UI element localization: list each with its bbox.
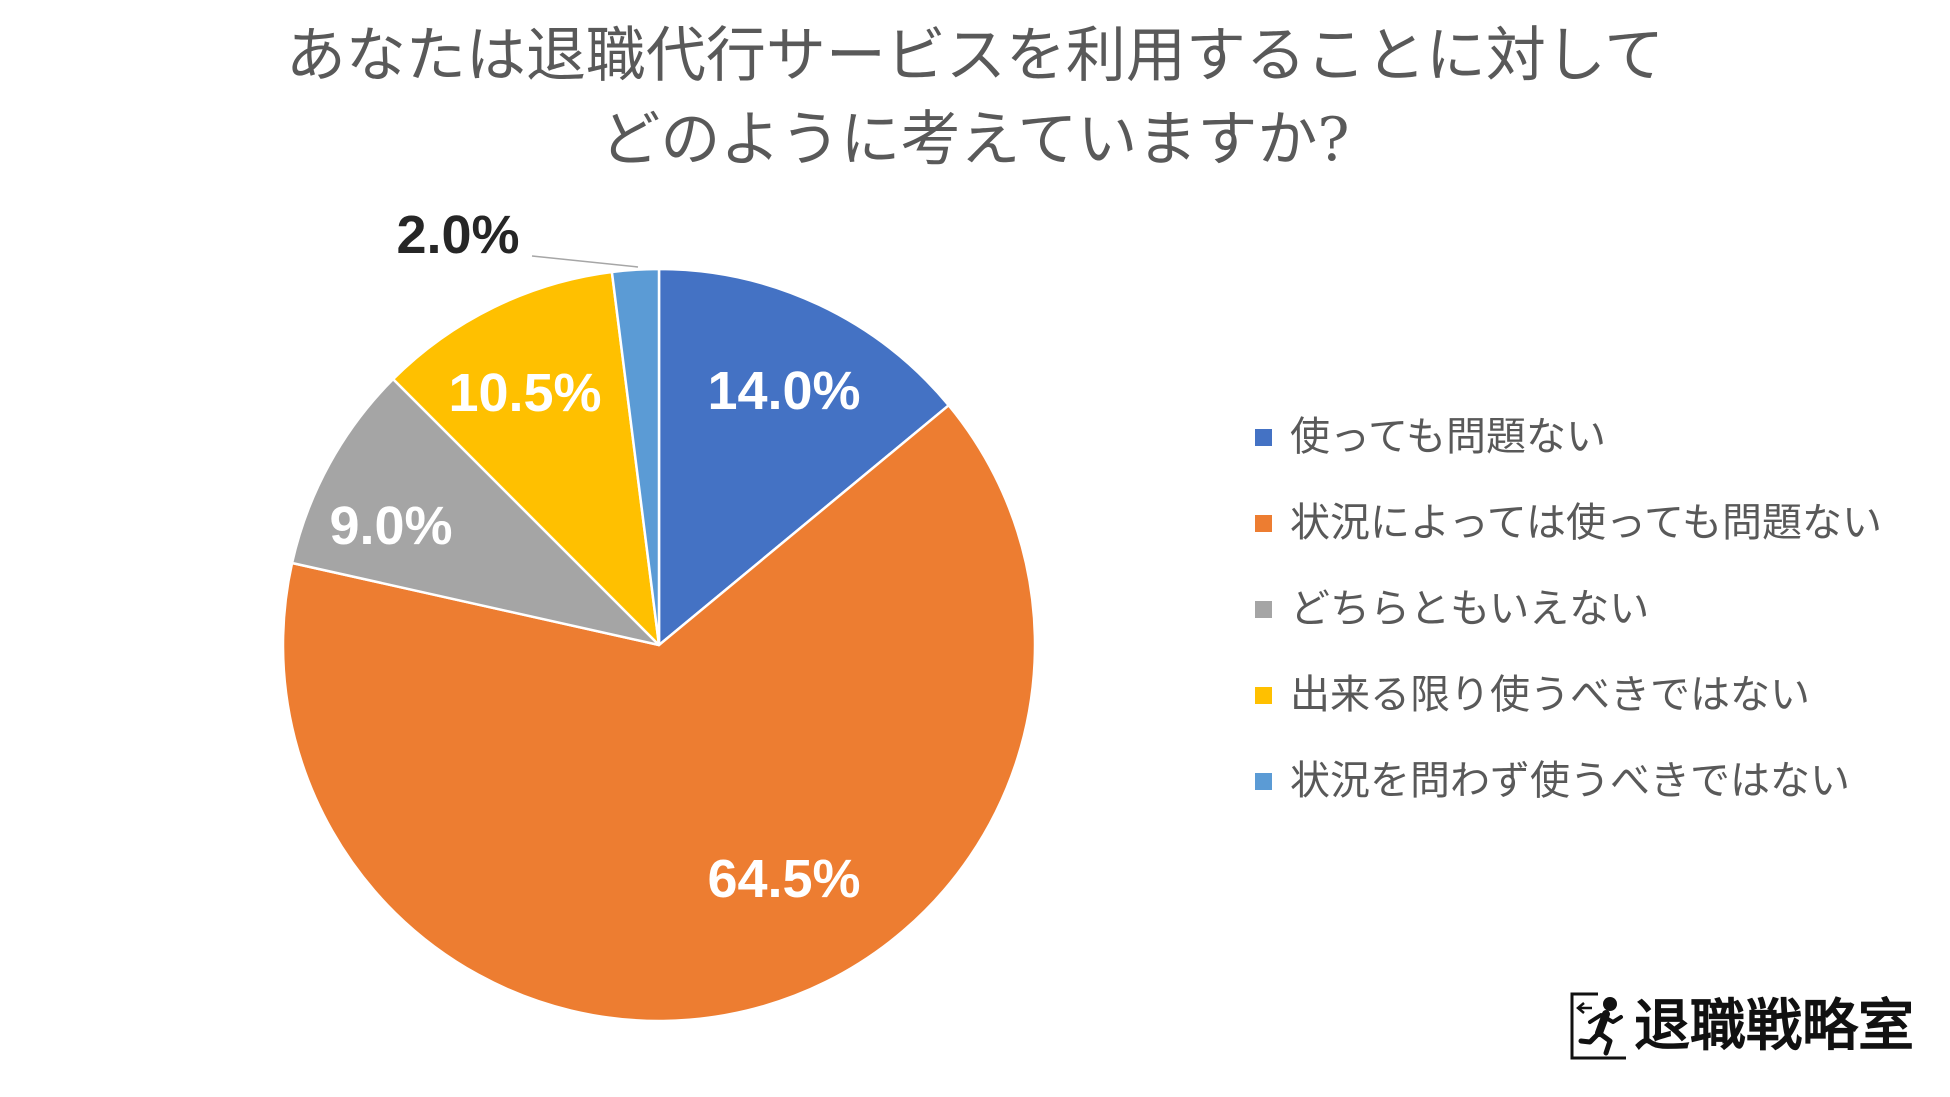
- leader-line: [531, 255, 639, 268]
- legend-item-4: 出来る限り使うべきではない: [1255, 670, 1882, 720]
- data-label-4: 10.5%: [448, 363, 601, 423]
- legend-swatch: [1255, 686, 1272, 704]
- legend-item-2: 状況によっては使っても問題ない: [1255, 498, 1882, 548]
- legend-label: 使っても問題ない: [1290, 414, 1606, 460]
- pie-slice-4: [391, 270, 661, 647]
- legend-label: 出来る限り使うべきではない: [1290, 672, 1810, 718]
- pie-slice-1: [657, 267, 950, 647]
- legend-label: どちらともいえない: [1290, 586, 1650, 632]
- data-label-2: 64.5%: [707, 849, 860, 909]
- pie-slice-5: [610, 267, 661, 647]
- pie-slices: [281, 267, 1037, 1023]
- data-label-1: 14.0%: [707, 361, 860, 421]
- legend-swatch: [1255, 772, 1272, 790]
- pie-slice-2: [281, 404, 1037, 1023]
- chart-title-line-2: どのように考えていますか?: [600, 105, 1350, 175]
- legend-item-5: 状況を問わず使うべきではない: [1255, 756, 1882, 806]
- pie-slice-3: [290, 377, 661, 647]
- legend-label: 状況を問わず使うべきではない: [1290, 758, 1850, 804]
- legend-swatch: [1255, 428, 1272, 446]
- running-exit-icon: [1570, 992, 1626, 1060]
- data-label-5: 2.0%: [396, 205, 519, 265]
- data-labels: 14.0% 64.5% 9.0% 10.5% 2.0%: [329, 205, 860, 909]
- data-label-3: 9.0%: [329, 496, 452, 556]
- legend-item-1: 使っても問題ない: [1255, 412, 1882, 462]
- legend-item-3: どちらともいえない: [1255, 584, 1882, 634]
- chart-legend: 使っても問題ない 状況によっては使っても問題ない どちらともいえない 出来る限り…: [1255, 412, 1882, 806]
- legend-label: 状況によっては使っても問題ない: [1290, 500, 1882, 546]
- chart-title: あなたは退職代行サービスを利用することに対して どのように考えていますか?: [0, 14, 1950, 182]
- chart-title-line-1: あなたは退職代行サービスを利用することに対して: [285, 21, 1665, 91]
- legend-swatch: [1255, 514, 1272, 532]
- logo-text: 退職戦略室: [1634, 993, 1914, 1059]
- legend-swatch: [1255, 600, 1272, 618]
- brand-logo: 退職戦略室: [1568, 990, 1914, 1062]
